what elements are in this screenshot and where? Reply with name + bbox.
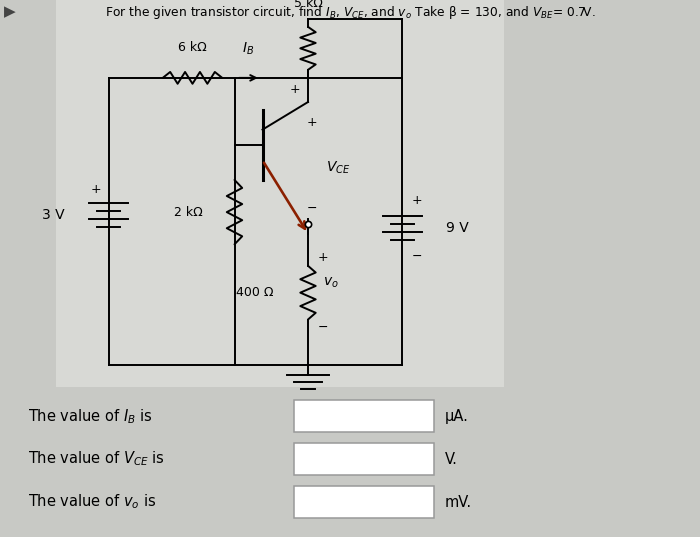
- Text: +: +: [411, 194, 422, 207]
- FancyBboxPatch shape: [294, 486, 434, 518]
- Text: mV.: mV.: [444, 495, 472, 510]
- Text: +: +: [290, 83, 301, 96]
- Text: The value of $v_o$ is: The value of $v_o$ is: [28, 493, 156, 511]
- Text: −: −: [412, 250, 421, 263]
- Text: 5 kΩ: 5 kΩ: [293, 0, 323, 10]
- Text: +: +: [306, 115, 317, 129]
- Text: 9 V: 9 V: [446, 221, 469, 235]
- Text: $v_o$: $v_o$: [323, 276, 339, 290]
- Text: 6 kΩ: 6 kΩ: [178, 41, 207, 54]
- Text: The value of $I_B$ is: The value of $I_B$ is: [28, 407, 153, 425]
- Text: 2 kΩ: 2 kΩ: [174, 206, 203, 219]
- Text: For the given transistor circuit, find $I_B$, $V_{CE}$, and $v_o$ Take β = 130, : For the given transistor circuit, find $…: [105, 4, 595, 21]
- Text: 3 V: 3 V: [43, 208, 65, 222]
- Text: μA.: μA.: [444, 409, 468, 424]
- Text: $V_{CE}$: $V_{CE}$: [326, 159, 350, 176]
- Text: V.: V.: [444, 452, 457, 467]
- FancyBboxPatch shape: [294, 400, 434, 432]
- Text: +: +: [318, 251, 329, 264]
- Text: −: −: [318, 321, 329, 334]
- Text: $I_B$: $I_B$: [242, 41, 255, 57]
- Text: 400 Ω: 400 Ω: [235, 286, 273, 299]
- Text: ▶: ▶: [4, 4, 15, 19]
- Text: −: −: [307, 201, 316, 215]
- FancyBboxPatch shape: [56, 0, 504, 387]
- Text: +: +: [90, 183, 101, 195]
- FancyBboxPatch shape: [294, 443, 434, 475]
- Text: The value of $V_{CE}$ is: The value of $V_{CE}$ is: [28, 450, 165, 468]
